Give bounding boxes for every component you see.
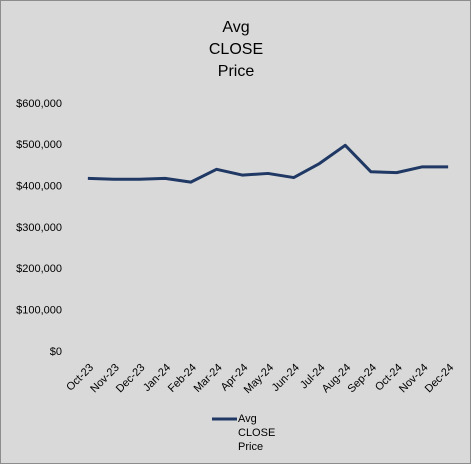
y-tick-label: $0: [50, 346, 62, 358]
y-tick-label: $100,000: [16, 305, 62, 317]
y-tick-label: $200,000: [16, 263, 62, 275]
series-line: [87, 143, 449, 184]
chart-title: Avg CLOSE Price: [208, 19, 264, 80]
y-tick-label: $400,000: [16, 181, 62, 193]
y-tick-label: $300,000: [16, 222, 62, 234]
legend-label: Avg CLOSE Price: [238, 413, 276, 453]
y-tick-label: $500,000: [16, 139, 62, 151]
y-tick-label: $600,000: [16, 98, 62, 110]
